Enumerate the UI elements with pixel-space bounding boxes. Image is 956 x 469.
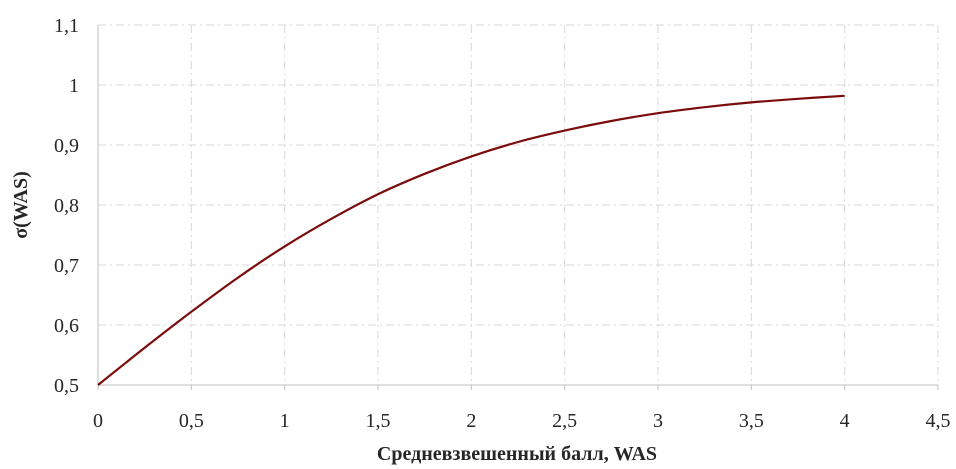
x-axis-title: Средневзвешенный балл, WAS [377,443,657,465]
grid-lines [98,24,939,385]
y-tick-label: 1 [69,75,79,97]
y-tick-label: 0,6 [54,315,79,337]
y-tick-label: 0,7 [54,255,79,277]
y-tick-label: 0,9 [54,135,79,157]
y-tick-label: 0,5 [54,375,79,397]
x-tick-label: 0,5 [179,410,204,432]
y-tick-label: 1,1 [54,15,79,37]
x-tick-label: 2,5 [552,410,577,432]
y-axis-title: σ(WAS) [10,171,32,239]
x-tick-label: 1 [280,410,290,432]
series [97,94,845,386]
x-tick-label: 4,5 [926,410,951,432]
x-tick-label: 2 [466,410,476,432]
x-tick-label: 1,5 [366,410,391,432]
series-line [97,94,845,386]
x-tick-label: 3 [653,410,663,432]
x-tick-label: 4 [840,410,850,432]
tick-labels: 0 0,5 1 1,5 2 2,5 3 3,5 4 4,5 0,5 0,6 0,7 0,8 0,9 1 1,1 [54,15,951,432]
x-tick-label: 0 [93,410,103,432]
axes [97,25,939,390]
x-tick-label: 3,5 [739,410,764,432]
y-tick-label: 0,8 [54,195,79,217]
